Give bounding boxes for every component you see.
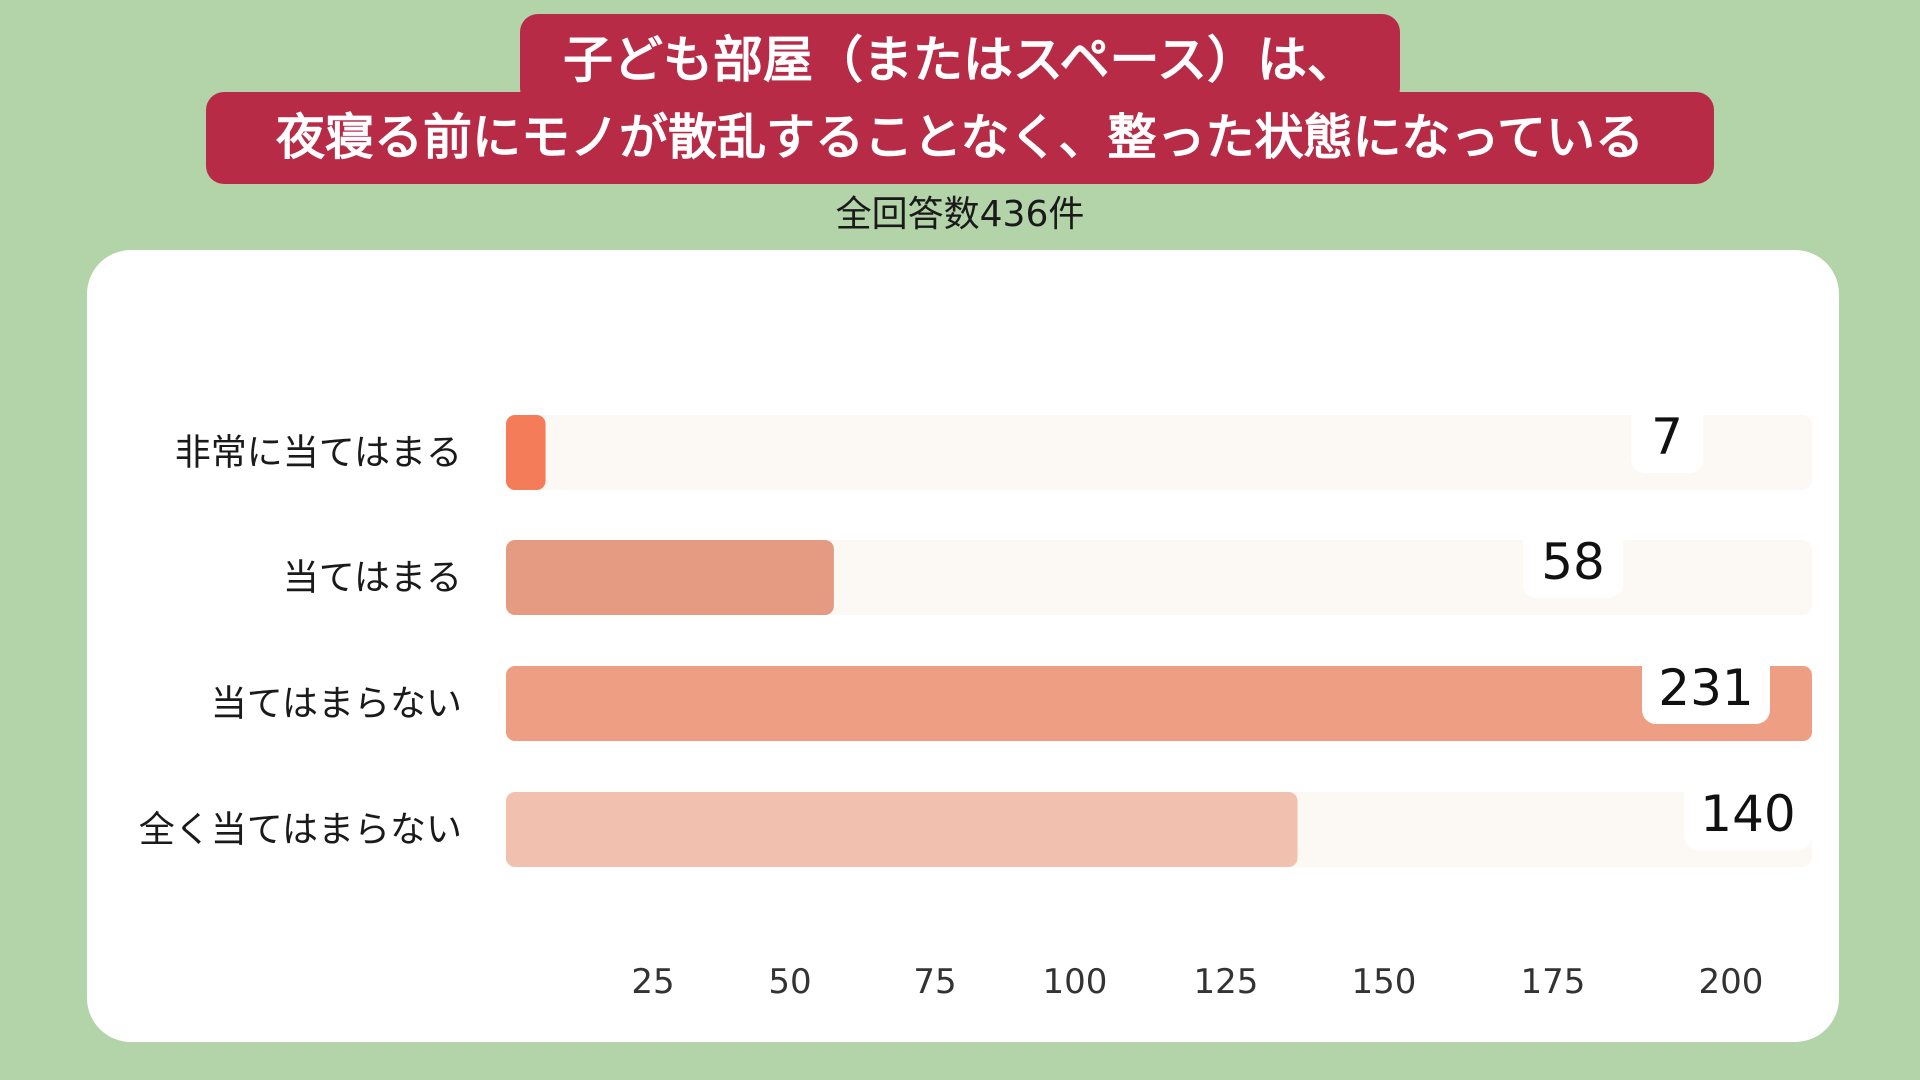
category-label-3: 当てはまらない: [211, 684, 462, 725]
category-label-1: 非常に当てはまる: [175, 433, 462, 474]
x-tick-label-200: 200: [1699, 962, 1764, 1002]
value-label-box-4: [1684, 778, 1812, 850]
bar-2: [506, 540, 834, 615]
category-label-2: 当てはまる: [283, 558, 462, 599]
x-tick-label-50: 50: [768, 962, 811, 1002]
title-block: 子ども部屋（またはスペース）は、 夜寝る前にモノが散乱することなく、整った状態に…: [0, 0, 1920, 190]
chart-subtitle: 全回答数436件: [835, 194, 1085, 235]
x-tick-label-25: 25: [631, 962, 674, 1002]
value-label-4: 140: [1700, 785, 1795, 843]
bar-1: [506, 415, 546, 490]
value-label-box-1: [1631, 401, 1703, 473]
value-label-1: 7: [1651, 408, 1683, 466]
chart-title-line-1: 子ども部屋（またはスペース）は、: [520, 14, 1400, 106]
value-label-3: 231: [1658, 659, 1753, 717]
chart-title-line-2: 夜寝る前にモノが散乱することなく、整った状態になっている: [206, 92, 1714, 184]
value-label-box-2: [1523, 526, 1623, 598]
x-tick-label-150: 150: [1352, 962, 1417, 1002]
bar-track-1: [506, 415, 1812, 490]
bar-4: [506, 792, 1298, 867]
x-tick-label-125: 125: [1194, 962, 1259, 1002]
value-label-2: 58: [1541, 533, 1605, 591]
category-label-4: 全く当てはまらない: [139, 810, 462, 851]
chart-card: [87, 250, 1839, 1042]
bar-3: [506, 666, 1812, 741]
value-label-box-3: [1642, 652, 1770, 724]
x-tick-label-75: 75: [913, 962, 956, 1002]
x-tick-label-175: 175: [1521, 962, 1586, 1002]
x-tick-label-100: 100: [1043, 962, 1108, 1002]
